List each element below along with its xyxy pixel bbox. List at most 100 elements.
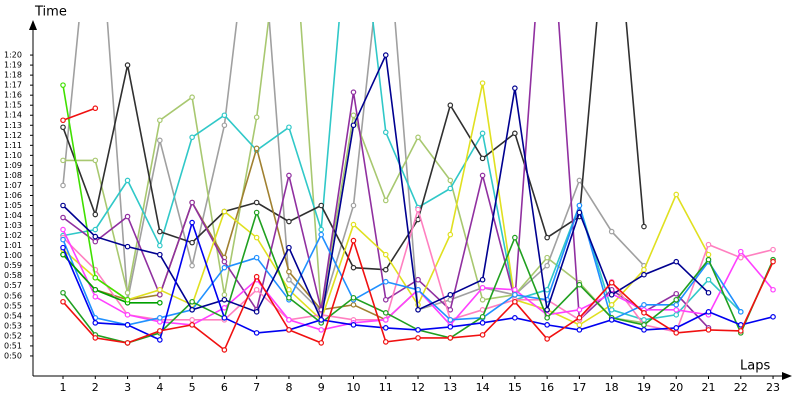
point bbox=[350, 122, 357, 129]
point bbox=[576, 202, 583, 209]
x-tick-label: 20 bbox=[669, 381, 683, 394]
point bbox=[576, 177, 583, 184]
y-tick-label: 0:55 bbox=[4, 301, 22, 310]
point bbox=[253, 114, 260, 121]
point bbox=[447, 335, 454, 341]
y-tick-label: 1:17 bbox=[4, 81, 22, 90]
point bbox=[157, 228, 163, 235]
point bbox=[124, 322, 131, 328]
point bbox=[318, 317, 325, 323]
point bbox=[221, 208, 228, 215]
point bbox=[608, 228, 615, 235]
point bbox=[770, 246, 776, 253]
point bbox=[544, 262, 550, 269]
point bbox=[382, 278, 389, 285]
point bbox=[92, 274, 99, 281]
point bbox=[60, 82, 66, 88]
point bbox=[350, 264, 357, 271]
point bbox=[576, 315, 583, 321]
point bbox=[157, 315, 163, 321]
y-tick-label: 1:20 bbox=[4, 51, 22, 60]
point bbox=[415, 276, 421, 283]
point bbox=[737, 328, 744, 334]
point bbox=[286, 294, 292, 301]
point bbox=[705, 327, 712, 333]
point bbox=[92, 105, 99, 112]
point bbox=[286, 218, 292, 225]
point bbox=[447, 317, 454, 323]
y-tick-label: 1:08 bbox=[4, 171, 22, 180]
point bbox=[576, 307, 583, 313]
point bbox=[253, 273, 260, 280]
point bbox=[512, 85, 518, 91]
y-tick-label: 1:13 bbox=[4, 121, 22, 130]
y-tick-label: 1:14 bbox=[4, 111, 22, 120]
point bbox=[189, 262, 195, 269]
point bbox=[447, 324, 454, 330]
point bbox=[189, 94, 195, 100]
point bbox=[350, 202, 357, 209]
x-tick-label: 1 bbox=[60, 381, 67, 394]
point bbox=[221, 305, 228, 311]
point bbox=[415, 286, 421, 293]
y-tick-label: 1:19 bbox=[4, 61, 22, 70]
point bbox=[189, 219, 195, 226]
point bbox=[673, 290, 680, 297]
point bbox=[382, 52, 389, 58]
point bbox=[608, 307, 615, 313]
point bbox=[318, 231, 325, 238]
point bbox=[60, 157, 66, 164]
y-tick-label: 0:50 bbox=[4, 351, 22, 360]
point bbox=[60, 117, 66, 124]
point bbox=[479, 130, 486, 137]
point bbox=[544, 234, 550, 241]
point bbox=[382, 296, 389, 303]
point bbox=[92, 157, 99, 164]
x-tick-label: 18 bbox=[605, 381, 619, 394]
point bbox=[447, 307, 454, 313]
point bbox=[189, 199, 195, 206]
y-axis-arrow bbox=[29, 20, 37, 30]
point bbox=[479, 320, 486, 326]
point bbox=[92, 286, 99, 293]
point bbox=[544, 336, 550, 342]
series-line bbox=[62, 237, 774, 352]
point bbox=[673, 296, 680, 303]
y-tick-label: 1:12 bbox=[4, 131, 22, 140]
point bbox=[641, 327, 647, 333]
point bbox=[544, 322, 550, 328]
point bbox=[124, 312, 131, 318]
y-tick-label: 1:16 bbox=[4, 91, 22, 100]
point bbox=[415, 216, 421, 223]
x-tick-label: 15 bbox=[508, 381, 522, 394]
x-tick-label: 16 bbox=[540, 381, 554, 394]
x-tick-label: 6 bbox=[221, 381, 228, 394]
point bbox=[157, 251, 163, 258]
series-line bbox=[62, 107, 96, 122]
point bbox=[189, 134, 195, 141]
point bbox=[576, 209, 583, 216]
point bbox=[286, 124, 292, 131]
point bbox=[350, 301, 357, 308]
x-tick-label: 11 bbox=[379, 381, 393, 394]
point bbox=[447, 291, 454, 298]
point bbox=[221, 296, 228, 303]
point bbox=[221, 347, 228, 353]
point bbox=[189, 307, 195, 313]
point bbox=[382, 310, 389, 316]
point bbox=[770, 286, 776, 293]
point bbox=[641, 322, 647, 328]
point bbox=[286, 244, 292, 251]
point bbox=[221, 315, 228, 321]
point bbox=[221, 112, 228, 119]
y-tick-label: 1:11 bbox=[4, 141, 22, 150]
y-tick-label: 0:59 bbox=[4, 261, 22, 270]
point bbox=[92, 233, 99, 240]
series-line bbox=[62, 22, 742, 321]
point bbox=[382, 266, 389, 273]
point bbox=[705, 276, 712, 283]
point bbox=[382, 129, 389, 136]
point bbox=[286, 286, 292, 293]
point bbox=[479, 80, 486, 86]
point bbox=[318, 340, 325, 346]
